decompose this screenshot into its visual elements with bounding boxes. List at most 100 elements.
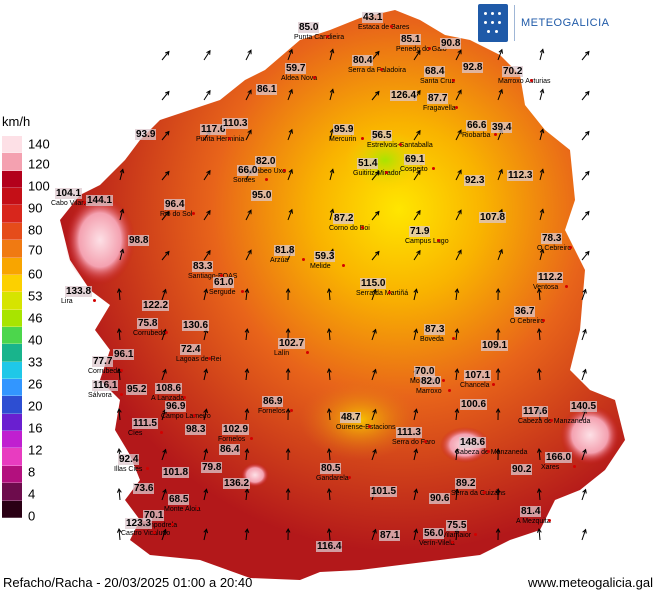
station-marker[interactable]	[424, 440, 427, 443]
station-value[interactable]: 36.7	[514, 306, 536, 317]
station-marker[interactable]	[487, 450, 490, 453]
station-value[interactable]: 87.2	[333, 213, 355, 224]
station-value[interactable]: 73.6	[133, 483, 155, 494]
station-value[interactable]: 70.1	[143, 510, 165, 521]
station-value[interactable]: 93.9	[135, 129, 157, 140]
station-marker[interactable]	[241, 290, 244, 293]
station-marker[interactable]	[290, 409, 293, 412]
station-value[interactable]: 82.0	[255, 156, 277, 167]
station-value[interactable]: 95.9	[333, 124, 355, 135]
station-value[interactable]: 71.9	[409, 226, 431, 237]
station-value[interactable]: 110.3	[222, 118, 249, 129]
station-marker[interactable]	[183, 396, 186, 399]
station-marker[interactable]	[196, 507, 199, 510]
station-marker[interactable]	[228, 137, 231, 140]
station-marker[interactable]	[565, 285, 568, 288]
station-value[interactable]: 68.4	[424, 66, 446, 77]
station-value[interactable]: 101.8	[162, 467, 190, 478]
station-value[interactable]: 98.3	[185, 424, 207, 435]
station-value[interactable]: 87.3	[424, 324, 446, 335]
station-value[interactable]: 89.2	[455, 478, 477, 489]
station-value[interactable]: 59.3	[314, 251, 336, 262]
station-value[interactable]: 96.1	[113, 349, 135, 360]
station-value[interactable]: 87.7	[427, 93, 449, 104]
station-marker[interactable]	[220, 274, 223, 277]
station-marker[interactable]	[550, 419, 553, 422]
station-marker[interactable]	[390, 25, 393, 28]
station-marker[interactable]	[442, 379, 445, 382]
station-value[interactable]: 112.2	[537, 272, 564, 283]
station-value[interactable]: 77.7	[92, 356, 114, 367]
station-value[interactable]: 115.0	[360, 278, 387, 289]
station-value[interactable]: 70.2	[502, 66, 524, 77]
station-marker[interactable]	[250, 437, 253, 440]
station-marker[interactable]	[492, 383, 495, 386]
station-marker[interactable]	[165, 331, 168, 334]
station-value[interactable]: 108.6	[155, 383, 183, 394]
station-value[interactable]: 92.4	[118, 454, 140, 465]
station-value[interactable]: 166.0	[545, 452, 573, 463]
station-value[interactable]: 80.4	[352, 55, 374, 66]
station-value[interactable]: 39.4	[491, 122, 513, 133]
station-marker[interactable]	[388, 291, 391, 294]
station-value[interactable]: 72.4	[180, 344, 202, 355]
station-value[interactable]: 92.3	[464, 175, 486, 186]
station-value[interactable]: 79.8	[201, 462, 223, 473]
station-value[interactable]: 85.1	[400, 34, 422, 45]
station-marker[interactable]	[380, 68, 383, 71]
station-value[interactable]: 140.5	[570, 401, 598, 412]
station-value[interactable]: 80.5	[320, 463, 342, 474]
station-value[interactable]: 90.6	[429, 493, 451, 504]
station-value[interactable]: 92.8	[462, 62, 484, 73]
station-marker[interactable]	[432, 167, 435, 170]
station-value[interactable]: 126.4	[390, 90, 418, 101]
station-value[interactable]: 85.0	[298, 22, 320, 33]
station-marker[interactable]	[208, 357, 211, 360]
station-marker[interactable]	[542, 319, 545, 322]
station-value[interactable]: 81.4	[520, 506, 542, 517]
station-value[interactable]: 90.2	[511, 464, 533, 475]
station-marker[interactable]	[348, 476, 351, 479]
station-value[interactable]: 90.8	[440, 38, 462, 49]
station-value[interactable]: 111.5	[132, 418, 158, 429]
station-value[interactable]: 75.8	[137, 318, 159, 329]
station-value[interactable]: 96.4	[164, 199, 186, 210]
station-marker[interactable]	[120, 369, 123, 372]
station-marker[interactable]	[83, 201, 86, 204]
station-value[interactable]: 104.1	[55, 188, 83, 199]
station-value[interactable]: 96.9	[165, 401, 187, 412]
station-marker[interactable]	[171, 523, 174, 526]
station-marker[interactable]	[569, 246, 572, 249]
station-value[interactable]: 117.6	[200, 124, 227, 135]
station-value[interactable]: 102.9	[222, 424, 250, 435]
station-marker[interactable]	[146, 467, 149, 470]
station-value[interactable]: 116.4	[316, 541, 343, 552]
station-marker[interactable]	[452, 337, 455, 340]
station-marker[interactable]	[437, 239, 440, 242]
station-marker[interactable]	[153, 531, 156, 534]
station-value[interactable]: 56.5	[371, 130, 393, 141]
station-value[interactable]: 66.0	[237, 165, 259, 176]
station-value[interactable]: 117.6	[522, 406, 549, 417]
station-marker[interactable]	[265, 178, 268, 181]
station-value[interactable]: 51.4	[357, 158, 379, 169]
station-marker[interactable]	[368, 425, 371, 428]
station-marker[interactable]	[120, 393, 123, 396]
station-value[interactable]: 86.1	[256, 84, 278, 95]
station-value[interactable]: 86.4	[219, 444, 241, 455]
station-value[interactable]: 98.8	[128, 235, 150, 246]
station-value[interactable]: 100.6	[460, 399, 488, 410]
station-value[interactable]: 81.8	[274, 245, 296, 256]
station-marker[interactable]	[494, 133, 497, 136]
station-value[interactable]: 109.1	[481, 340, 509, 351]
station-marker[interactable]	[385, 171, 388, 174]
station-value[interactable]: 133.8	[65, 286, 93, 297]
station-value[interactable]: 112.3	[507, 170, 534, 181]
station-value[interactable]: 69.1	[404, 154, 426, 165]
station-marker[interactable]	[193, 414, 196, 417]
station-value[interactable]: 82.0	[420, 376, 442, 387]
station-marker[interactable]	[192, 212, 195, 215]
station-marker[interactable]	[455, 106, 458, 109]
station-value[interactable]: 101.5	[370, 486, 398, 497]
station-marker[interactable]	[452, 79, 455, 82]
